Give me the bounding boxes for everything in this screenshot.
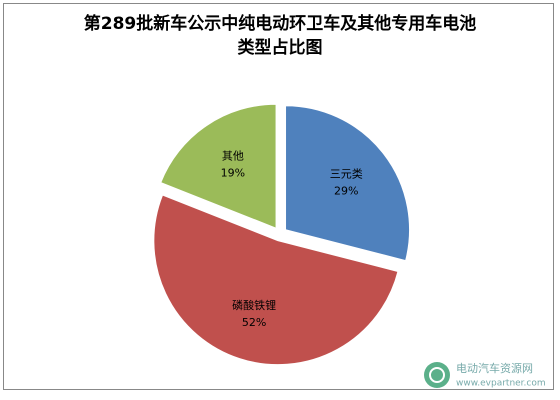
value-label: 29%	[334, 185, 358, 198]
watermark-logo-ring	[429, 367, 445, 383]
pie-slice	[153, 194, 399, 366]
value-label: 52%	[242, 316, 266, 329]
watermark-name: 电动汽车资源网	[456, 361, 533, 375]
slice-label: 三元类	[330, 167, 363, 181]
chart-title: 第289批新车公示中纯电动环卫车及其他专用车电池	[84, 13, 477, 34]
pie-slice	[285, 105, 410, 262]
slice-label: 磷酸铁锂	[232, 298, 276, 312]
watermark-url: www.evpartner.com	[456, 379, 546, 389]
watermark-logo	[424, 362, 450, 388]
watermark: 电动汽车资源网 www.evpartner.com	[424, 361, 546, 389]
chart-title: 类型占比图	[238, 37, 323, 58]
pie-slice	[160, 103, 277, 229]
slice-label: 其他	[222, 150, 244, 163]
value-label: 19%	[221, 167, 245, 180]
